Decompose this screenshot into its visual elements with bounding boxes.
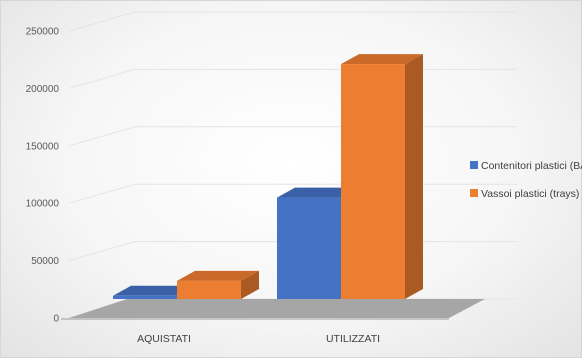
x-category-label: UTILIZZATI	[326, 333, 380, 345]
y-tick-label: 100000	[26, 199, 60, 210]
bar-front-face	[341, 64, 405, 299]
legend-swatch	[470, 161, 478, 169]
floor-plane	[69, 299, 485, 318]
y-tick-label: 200000	[26, 84, 60, 95]
y-tick-label: 0	[53, 314, 59, 325]
y-tick-label: 150000	[26, 141, 60, 152]
y-axis: 250000 200000 150000 100000 50000 0	[26, 27, 60, 325]
chart-floor	[61, 299, 485, 320]
bar-side-face	[405, 54, 423, 299]
y-tick-label: 250000	[26, 27, 60, 38]
bars	[113, 54, 423, 299]
gridline	[68, 11, 517, 32]
legend-swatch	[470, 189, 478, 197]
gridline	[68, 126, 517, 147]
legend-label: Contenitori plastici (BAC)	[481, 160, 582, 172]
x-axis: AQUISTATI UTILIZZATI	[137, 333, 380, 345]
gridline	[68, 68, 517, 89]
legend-label: Vassoi plastici (trays)	[481, 188, 579, 200]
bar-trays-aquistati	[177, 270, 259, 299]
legend: Contenitori plastici (BAC) Vassoi plastic…	[470, 160, 582, 200]
bar-side-face	[241, 270, 259, 299]
bar-top-face	[341, 54, 423, 65]
y-tick-label: 50000	[31, 256, 59, 267]
bar-front-face	[277, 197, 341, 299]
bar-front-face	[177, 280, 241, 299]
x-category-label: AQUISTATI	[137, 333, 191, 345]
bar-top-face	[277, 187, 359, 198]
bar-front-face	[113, 295, 177, 299]
bar-top-face	[177, 270, 259, 281]
bar-trays-utilizzati	[341, 54, 423, 299]
bar-top-face	[113, 285, 195, 296]
